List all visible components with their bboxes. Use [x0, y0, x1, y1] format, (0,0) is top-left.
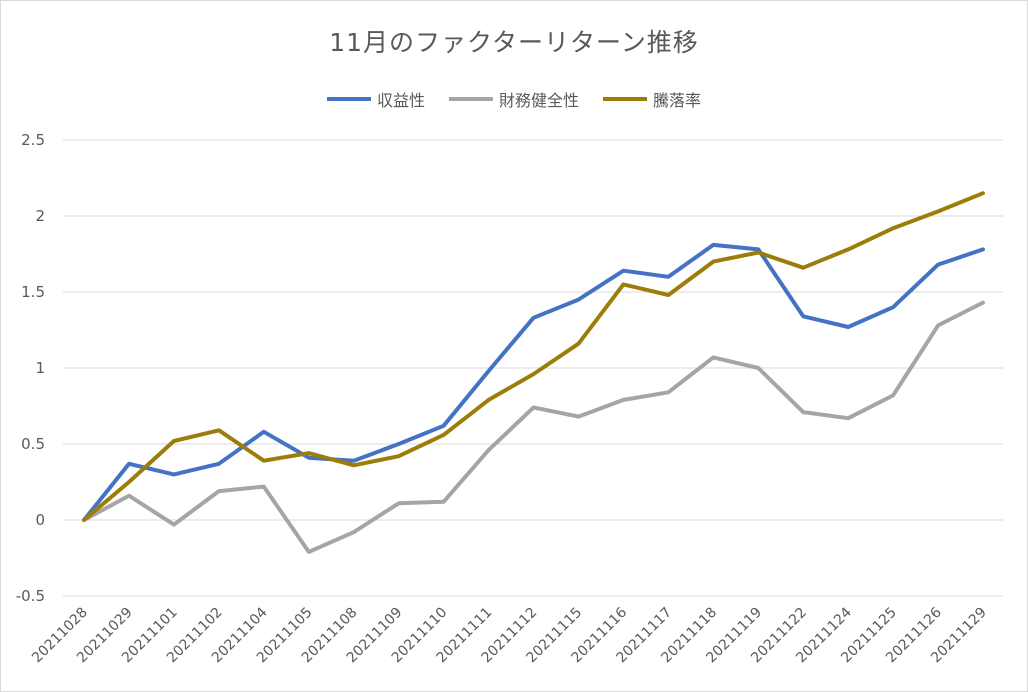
- legend-item-3: 騰落率: [603, 87, 701, 111]
- legend-item-1: 収益性: [326, 87, 425, 111]
- series-line-1: [82, 242, 985, 522]
- y-tick-label: 0: [35, 511, 45, 529]
- legend-swatch: [603, 97, 647, 101]
- y-tick-label: 1: [35, 359, 45, 377]
- series-line-3: [82, 191, 985, 522]
- y-tick-label: 2: [35, 207, 45, 225]
- legend-swatch: [326, 97, 371, 101]
- legend-label: 財務健全性: [498, 91, 579, 110]
- legend-swatch: [448, 97, 493, 101]
- legend-label: 騰落率: [653, 91, 702, 110]
- y-tick-label: 2.5: [21, 131, 45, 149]
- y-tick-label: -0.5: [16, 587, 45, 605]
- legend-label: 収益性: [376, 91, 425, 110]
- y-tick-label: 1.5: [21, 283, 45, 301]
- chart-title: 11月のファクターリターン推移: [329, 28, 699, 57]
- chart-legend: 収益性 財務健全性 騰落率: [1, 87, 1027, 111]
- series-line-2: [82, 300, 985, 554]
- y-tick-label: 0.5: [21, 435, 45, 453]
- legend-item-2: 財務健全性: [448, 87, 579, 111]
